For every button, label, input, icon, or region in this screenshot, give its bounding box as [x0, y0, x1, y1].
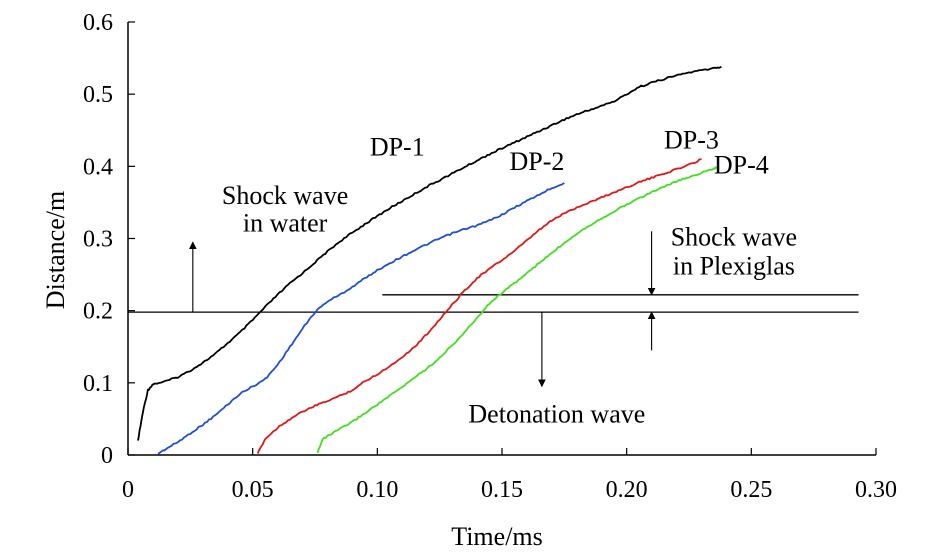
x-axis-title: Time/ms: [451, 522, 543, 551]
x-tick-label: 0.30: [855, 477, 897, 503]
y-tick-label: 0: [101, 443, 113, 469]
shock-water-label-1: Shock wave: [222, 181, 348, 210]
y-tick-label: 0.3: [83, 227, 113, 253]
x-tick-label: 0.05: [232, 477, 274, 503]
x-tick-label: 0.15: [481, 477, 523, 503]
detonation-label: Detonation wave: [468, 400, 645, 429]
series-line-dp-4: [316, 165, 720, 454]
y-tick-label: 0.6: [83, 10, 113, 36]
y-tick-label: 0.2: [83, 299, 113, 325]
dp1-label: DP-1: [370, 133, 425, 162]
series-line-dp-2: [157, 182, 565, 455]
x-tick-label: 0.20: [606, 477, 648, 503]
series-line-dp-1: [137, 65, 722, 441]
reference-lines: [128, 294, 859, 313]
x-tick-label: 0: [122, 477, 134, 503]
y-axis-title: Distance/m: [41, 191, 70, 309]
y-tick-label: 0.1: [83, 371, 113, 397]
shock-water-label-2: in water: [243, 208, 328, 237]
axes: [127, 21, 877, 456]
data-series: [137, 65, 722, 455]
y-tick-label: 0.5: [83, 82, 113, 108]
series-line-dp-3: [256, 158, 702, 454]
dp4-label: DP-4: [714, 151, 769, 180]
tick-labels: 0 0.05 0.10 0.15 0.20 0.25 0.30 0 0.1 0.2 0.3 0.4 0.…: [83, 10, 897, 503]
y-tick-label: 0.4: [83, 154, 113, 180]
x-tick-label: 0.10: [356, 477, 398, 503]
dp3-label: DP-3: [664, 125, 719, 154]
x-tick-label: 0.25: [730, 477, 772, 503]
annotation-arrows: [188, 231, 656, 388]
shock-plexiglas-label-2: in Plexiglas: [673, 252, 795, 281]
dp2-label: DP-2: [509, 147, 564, 176]
shock-plexiglas-label-1: Shock wave: [671, 223, 797, 252]
